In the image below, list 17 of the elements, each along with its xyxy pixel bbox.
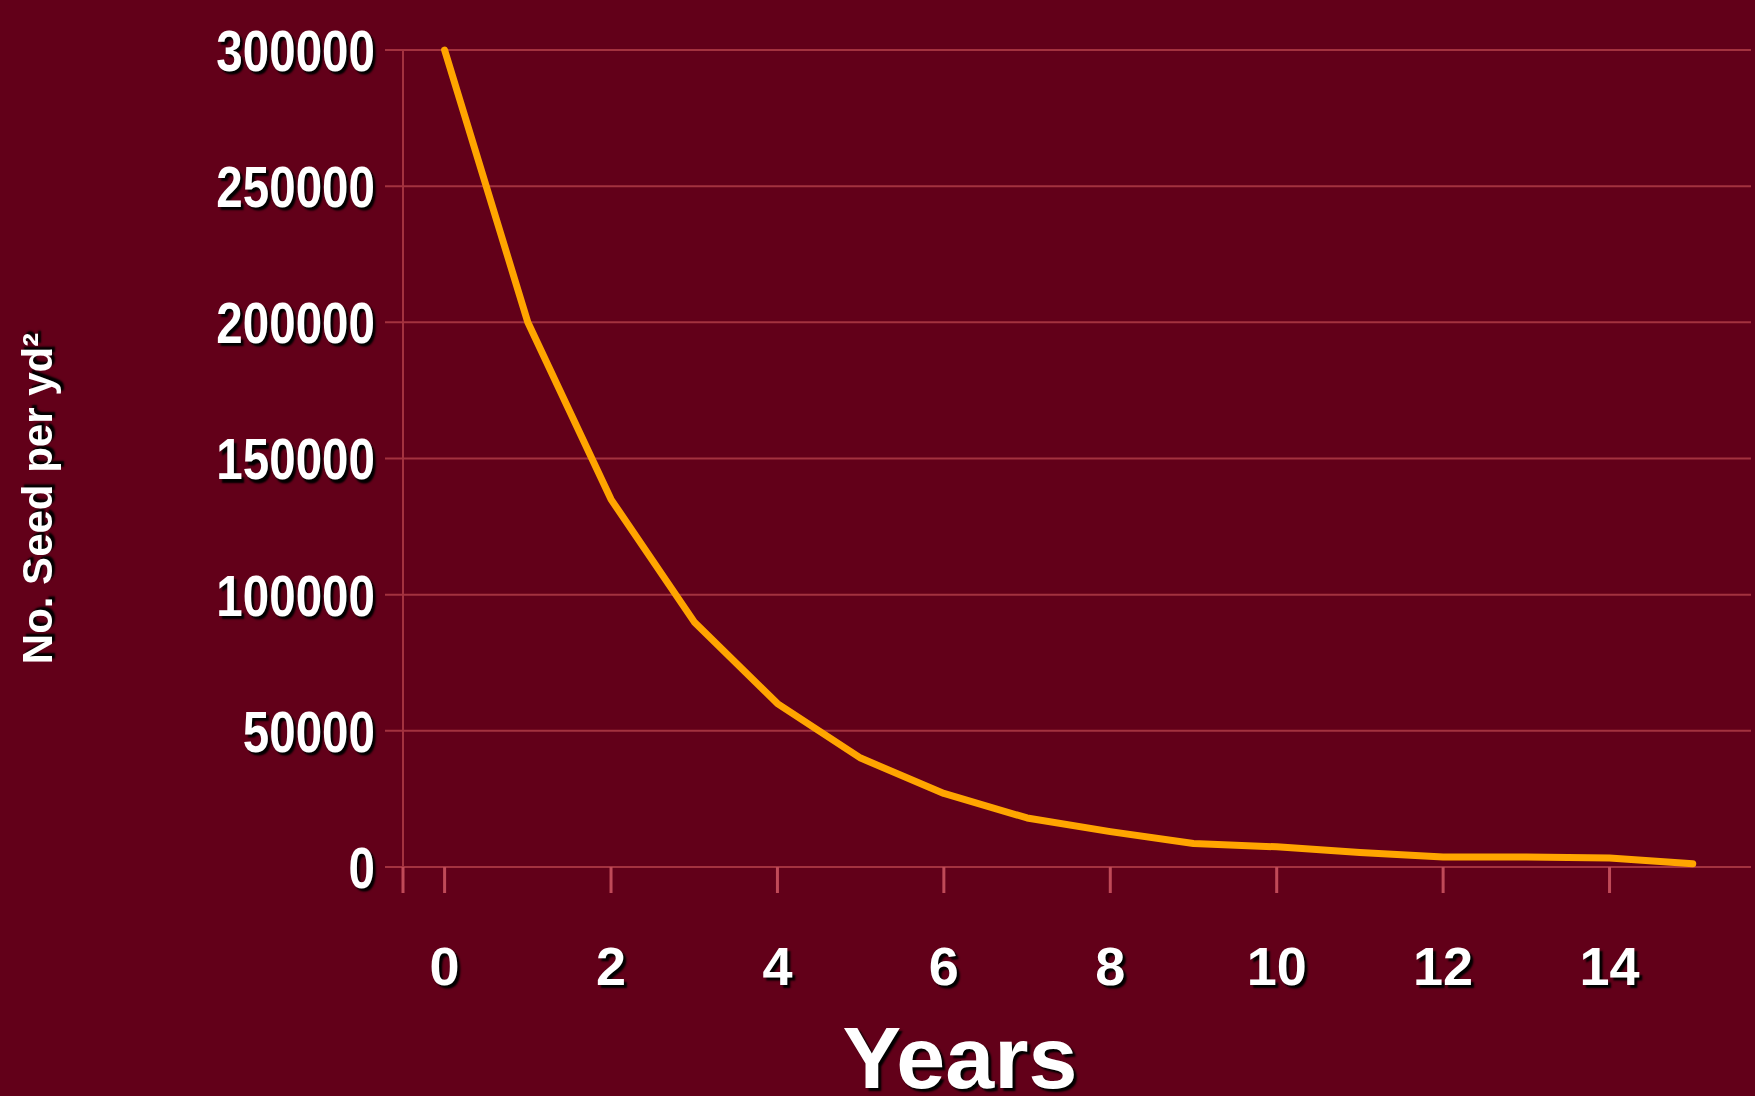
y-tick-label: 100000 [216, 563, 375, 628]
x-tick-label: 0 [429, 936, 460, 996]
y-tick-label: 0 [348, 835, 375, 900]
x-tick-label: 4 [762, 936, 793, 996]
x-tick-label: 2 [596, 936, 627, 996]
x-tick-label: 14 [1579, 936, 1640, 996]
x-tick-label: 6 [928, 936, 959, 996]
y-tick-label: 50000 [242, 699, 375, 764]
y-tick-label: 150000 [216, 426, 375, 492]
y-tick-label: 200000 [216, 290, 375, 356]
x-tick-label: 8 [1095, 936, 1126, 996]
x-tick-label: 10 [1246, 936, 1307, 996]
y-axis-title: No. Seed per yd² [14, 332, 61, 665]
y-tick-label: 250000 [216, 154, 375, 220]
x-axis-title: Years [842, 1008, 1078, 1096]
x-tick-label: 12 [1413, 936, 1474, 996]
y-tick-label: 300000 [216, 18, 375, 83]
